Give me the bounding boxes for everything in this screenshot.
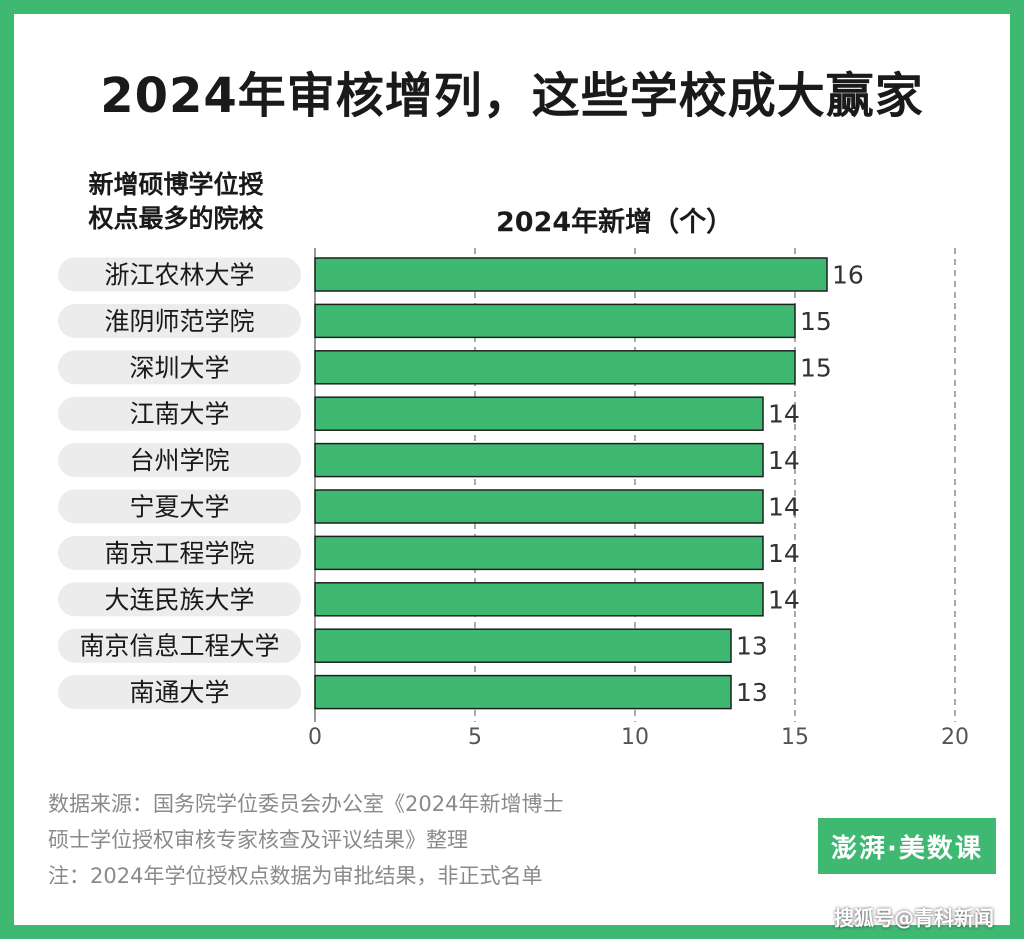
bar [314, 535, 764, 571]
bar [314, 628, 732, 663]
x-tick-label: 20 [941, 725, 969, 750]
bar [314, 489, 764, 524]
category-label: 淮阴师范学院 [104, 307, 254, 336]
category-label: 南京信息工程大学 [79, 632, 279, 661]
category-label: 江南大学 [129, 400, 229, 429]
category-label-pill [58, 443, 301, 478]
category-label-pill [58, 489, 301, 524]
footnote: 注：2024年学位授权点数据为审批结果，非正式名单 [48, 864, 543, 888]
category-label: 宁夏大学 [129, 493, 229, 522]
category-label-pill [58, 675, 301, 710]
category-label: 台州学院 [129, 446, 229, 475]
bar-value-label: 15 [800, 307, 832, 336]
bar-value-label: 14 [768, 400, 800, 429]
bar [314, 257, 828, 292]
bar-value-label: 14 [768, 585, 800, 614]
bar-value-label: 14 [768, 539, 800, 568]
watermark: 搜狐号@青科新闻 [834, 906, 994, 930]
bar-value-label: 14 [768, 493, 800, 522]
bar [314, 674, 732, 710]
category-label-pill [58, 396, 301, 431]
chart-title: 2024年审核增列，这些学校成大赢家 [100, 68, 924, 124]
bar-value-label: 14 [768, 446, 800, 475]
x-axis-title: 2024年新增（个） [496, 207, 734, 238]
bar [314, 303, 796, 339]
category-column-header: 新增硕博学位授 权点最多的院校 [56, 168, 296, 236]
category-label: 南通大学 [129, 678, 229, 707]
category-label: 大连民族大学 [104, 585, 254, 614]
source-line-2: 硕士学位授权审核专家核查及评议结果》整理 [48, 828, 468, 852]
category-label-pill [58, 535, 301, 570]
bar-chart: 浙江农林大学 16 淮阴师范学院 15 深圳大学 15 江南大学 14 台州学院 14 宁夏大学 14… [58, 248, 969, 750]
category-label-pill [58, 303, 301, 338]
category-label-pill [58, 628, 301, 663]
category-label-pill [58, 582, 301, 617]
category-label-pill [58, 350, 301, 385]
source-note: 数据来源：国务院学位委员会办公室《2024年新增博士 硕士学位授权审核专家核查及… [48, 786, 808, 894]
bar-value-label: 13 [736, 632, 768, 661]
category-header-line1: 新增硕博学位授 [88, 170, 264, 199]
x-tick-label: 10 [621, 725, 649, 750]
category-label: 浙江农林大学 [104, 261, 254, 290]
category-label-pill [58, 257, 301, 292]
bar-value-label: 16 [832, 261, 864, 290]
bar [314, 350, 796, 385]
category-label: 深圳大学 [129, 353, 229, 382]
x-tick-label: 0 [308, 725, 322, 750]
bar [314, 396, 764, 431]
category-label: 南京工程学院 [104, 539, 254, 568]
bar [314, 582, 764, 617]
bar-value-label: 15 [800, 353, 832, 382]
x-tick-label: 15 [781, 725, 809, 750]
bar [314, 442, 764, 478]
source-line-1: 数据来源：国务院学位委员会办公室《2024年新增博士 [48, 792, 564, 816]
category-header-line2: 权点最多的院校 [88, 204, 264, 233]
x-tick-label: 5 [468, 725, 482, 750]
brand-logo: 澎湃·美数课 [818, 818, 996, 874]
bar-value-label: 13 [736, 678, 768, 707]
